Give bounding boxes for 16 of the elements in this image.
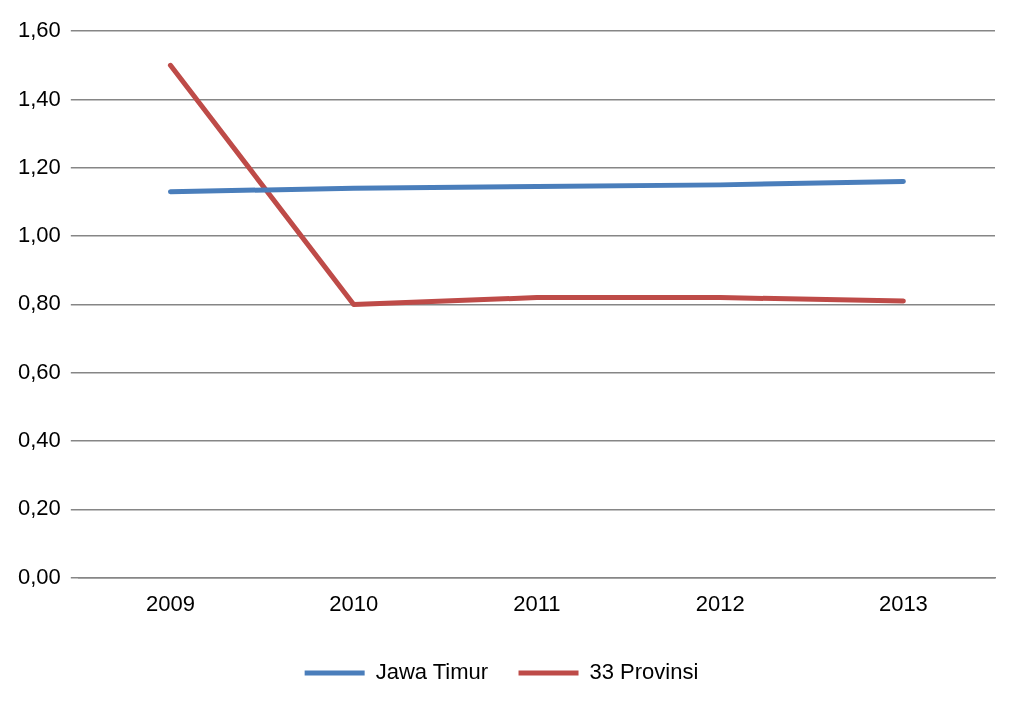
- y-tick-label: 0,00: [17, 563, 61, 589]
- y-tick-label: 1,20: [17, 153, 61, 179]
- x-tick-label: 2013: [878, 590, 928, 616]
- y-tick-label: 1,60: [17, 17, 61, 43]
- legend-label: Jawa Timur: [375, 659, 489, 685]
- y-tick-label: 1,40: [17, 85, 61, 111]
- y-tick-label: 0,40: [17, 427, 61, 453]
- y-tick-label: 0,60: [17, 358, 61, 384]
- y-tick-label: 1,00: [17, 222, 61, 248]
- x-tick-label: 2009: [145, 590, 195, 616]
- y-tick-label: 0,80: [17, 290, 61, 316]
- x-tick-label: 2011: [513, 590, 561, 616]
- y-tick-label: 0,20: [17, 495, 61, 521]
- legend-label: 33 Provinsi: [589, 659, 699, 685]
- x-tick-label: 2012: [695, 590, 745, 616]
- x-tick-label: 2010: [329, 590, 379, 616]
